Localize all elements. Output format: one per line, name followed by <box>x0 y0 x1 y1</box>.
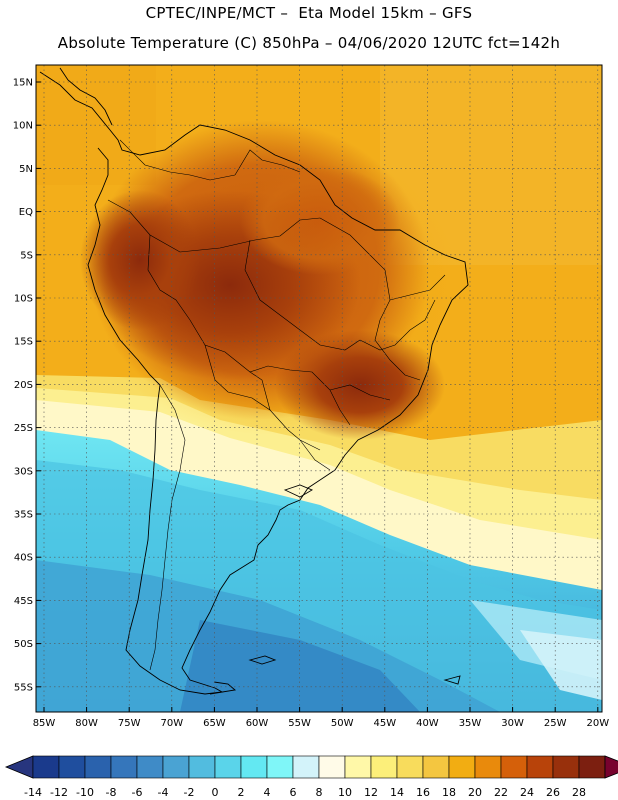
colorbar-over-arrow <box>604 755 618 779</box>
colorbar-swatch <box>266 755 294 779</box>
lat-tick-label: 45S <box>14 596 33 607</box>
lat-tick-label: 10N <box>13 121 33 132</box>
lon-tick-label: 80W <box>75 718 98 729</box>
lon-tick-label: 60W <box>246 718 269 729</box>
colorbar-label: 4 <box>264 786 271 799</box>
lat-tick-label: 30S <box>14 466 33 477</box>
lon-tick-label: 70W <box>160 718 183 729</box>
colorbar: -14 -12 -10 -8 -6 -4 -2 0 2 4 6 8 10 12 14 16 18 20 22 24 26… <box>4 755 618 799</box>
colorbar-under-arrow <box>4 755 34 779</box>
colorbar-label: 12 <box>364 786 378 799</box>
colorbar-swatch <box>422 755 450 779</box>
lon-tick-label: 20W <box>586 718 609 729</box>
colorbar-label: -10 <box>76 786 94 799</box>
lat-tick-label: 20S <box>14 380 33 391</box>
colorbar-label: -4 <box>158 786 169 799</box>
colorbar-label: 10 <box>338 786 352 799</box>
lon-tick-label: 85W <box>33 718 56 729</box>
colorbar-swatch <box>84 755 112 779</box>
lat-tick-label: 40S <box>14 553 33 564</box>
colorbar-label: 8 <box>316 786 323 799</box>
colorbar-label: -14 <box>24 786 42 799</box>
colorbar-label: 28 <box>572 786 586 799</box>
lon-tick-label: 45W <box>373 718 396 729</box>
colorbar-swatch <box>162 755 190 779</box>
colorbar-label: 0 <box>212 786 219 799</box>
longitude-ticks: 85W 80W 75W 70W 65W 60W 55W 50W 45W 40W 35W 30W 25W 2… <box>33 707 609 729</box>
colorbar-swatch <box>500 755 528 779</box>
lon-tick-label: 30W <box>501 718 524 729</box>
colorbar-swatch <box>240 755 268 779</box>
colorbar-label: 2 <box>238 786 245 799</box>
colorbar-swatch <box>292 755 320 779</box>
colorbar-swatch <box>344 755 372 779</box>
chart-title-line2: Absolute Temperature (C) 850hPa – 04/06/… <box>57 34 561 52</box>
chart-title-line1: CPTEC/INPE/MCT – Eta Model 15km – GFS <box>145 4 473 22</box>
colorbar-swatch <box>214 755 242 779</box>
colorbar-label: 14 <box>390 786 404 799</box>
colorbar-swatch <box>526 755 554 779</box>
colorbar-swatch <box>448 755 476 779</box>
lat-tick-label: 15N <box>13 78 33 89</box>
country-borders <box>107 139 446 671</box>
colorbar-label: 22 <box>494 786 508 799</box>
colorbar-swatch <box>474 755 502 779</box>
colorbar-swatch <box>136 755 164 779</box>
colorbar-label: -8 <box>106 786 117 799</box>
colorbar-swatch <box>552 755 580 779</box>
colorbar-label: 24 <box>520 786 534 799</box>
colorbar-label: -12 <box>50 786 68 799</box>
temperature-field <box>36 65 602 712</box>
lon-tick-label: 35W <box>459 718 482 729</box>
colorbar-swatch <box>578 755 606 779</box>
lon-tick-label: 75W <box>118 718 141 729</box>
lat-tick-label: 35S <box>14 510 33 521</box>
lon-tick-label: 50W <box>331 718 354 729</box>
colorbar-swatch <box>58 755 86 779</box>
lat-tick-label: 10S <box>14 294 33 305</box>
colorbar-swatch <box>188 755 216 779</box>
latitude-ticks: 15N 10N 5N EQ 5S 10S 15S 20S 25S 30S 35S 40S 45S 50S 5… <box>13 78 41 693</box>
lat-tick-label: EQ <box>19 207 33 218</box>
colorbar-swatch <box>370 755 398 779</box>
colorbar-label: 16 <box>416 786 430 799</box>
lat-tick-label: 50S <box>14 639 33 650</box>
lat-tick-label: 55S <box>14 682 33 693</box>
colorbar-label: 20 <box>468 786 482 799</box>
lat-tick-label: 5S <box>20 250 33 261</box>
plot-frame <box>35 64 603 713</box>
colorbar-swatch <box>110 755 138 779</box>
colorbar-label: -6 <box>132 786 143 799</box>
colorbar-swatch <box>32 755 60 779</box>
lat-tick-label: 5N <box>19 164 33 175</box>
colorbar-label: 6 <box>290 786 297 799</box>
coastlines <box>39 67 469 695</box>
lat-tick-label: 15S <box>14 337 33 348</box>
colorbar-label: 18 <box>442 786 456 799</box>
lon-tick-label: 55W <box>288 718 311 729</box>
colorbar-swatch <box>318 755 346 779</box>
lat-tick-label: 25S <box>14 423 33 434</box>
colorbar-label: -2 <box>184 786 195 799</box>
lon-tick-label: 40W <box>416 718 439 729</box>
lon-tick-label: 65W <box>203 718 226 729</box>
lon-tick-label: 25W <box>544 718 567 729</box>
colorbar-swatch <box>396 755 424 779</box>
colorbar-label: 26 <box>546 786 560 799</box>
